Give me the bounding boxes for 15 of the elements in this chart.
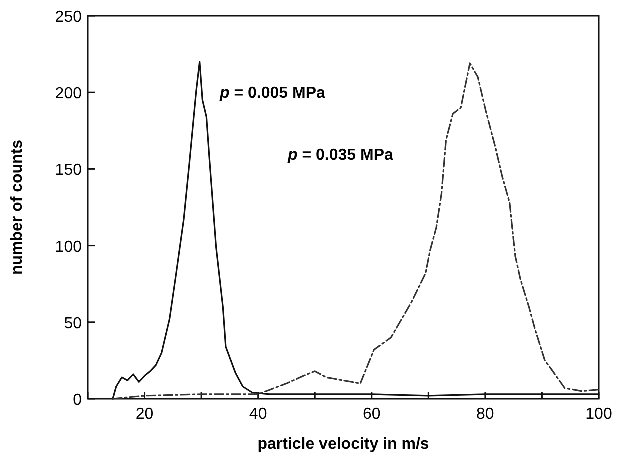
x-axis-title: particle velocity in m/s bbox=[258, 436, 430, 453]
y-tick-label: 250 bbox=[55, 9, 82, 26]
x-tick-label: 80 bbox=[476, 406, 494, 423]
x-tick-label: 60 bbox=[362, 406, 381, 423]
annotation: p = 0.035 MPa bbox=[287, 147, 394, 164]
y-tick-label: 50 bbox=[64, 315, 82, 332]
y-axis-title: number of counts bbox=[9, 140, 26, 276]
y-tick-label: 150 bbox=[55, 162, 82, 180]
annotation: p = 0.005 MPa bbox=[219, 85, 326, 102]
x-tick-label: 100 bbox=[586, 406, 612, 423]
x-tick-label: 40 bbox=[249, 406, 268, 423]
y-tick-label: 200 bbox=[55, 86, 82, 103]
y-tick-label: 100 bbox=[55, 238, 82, 256]
x-tick-label: 20 bbox=[136, 406, 154, 423]
y-tick-label: 0 bbox=[73, 392, 82, 409]
